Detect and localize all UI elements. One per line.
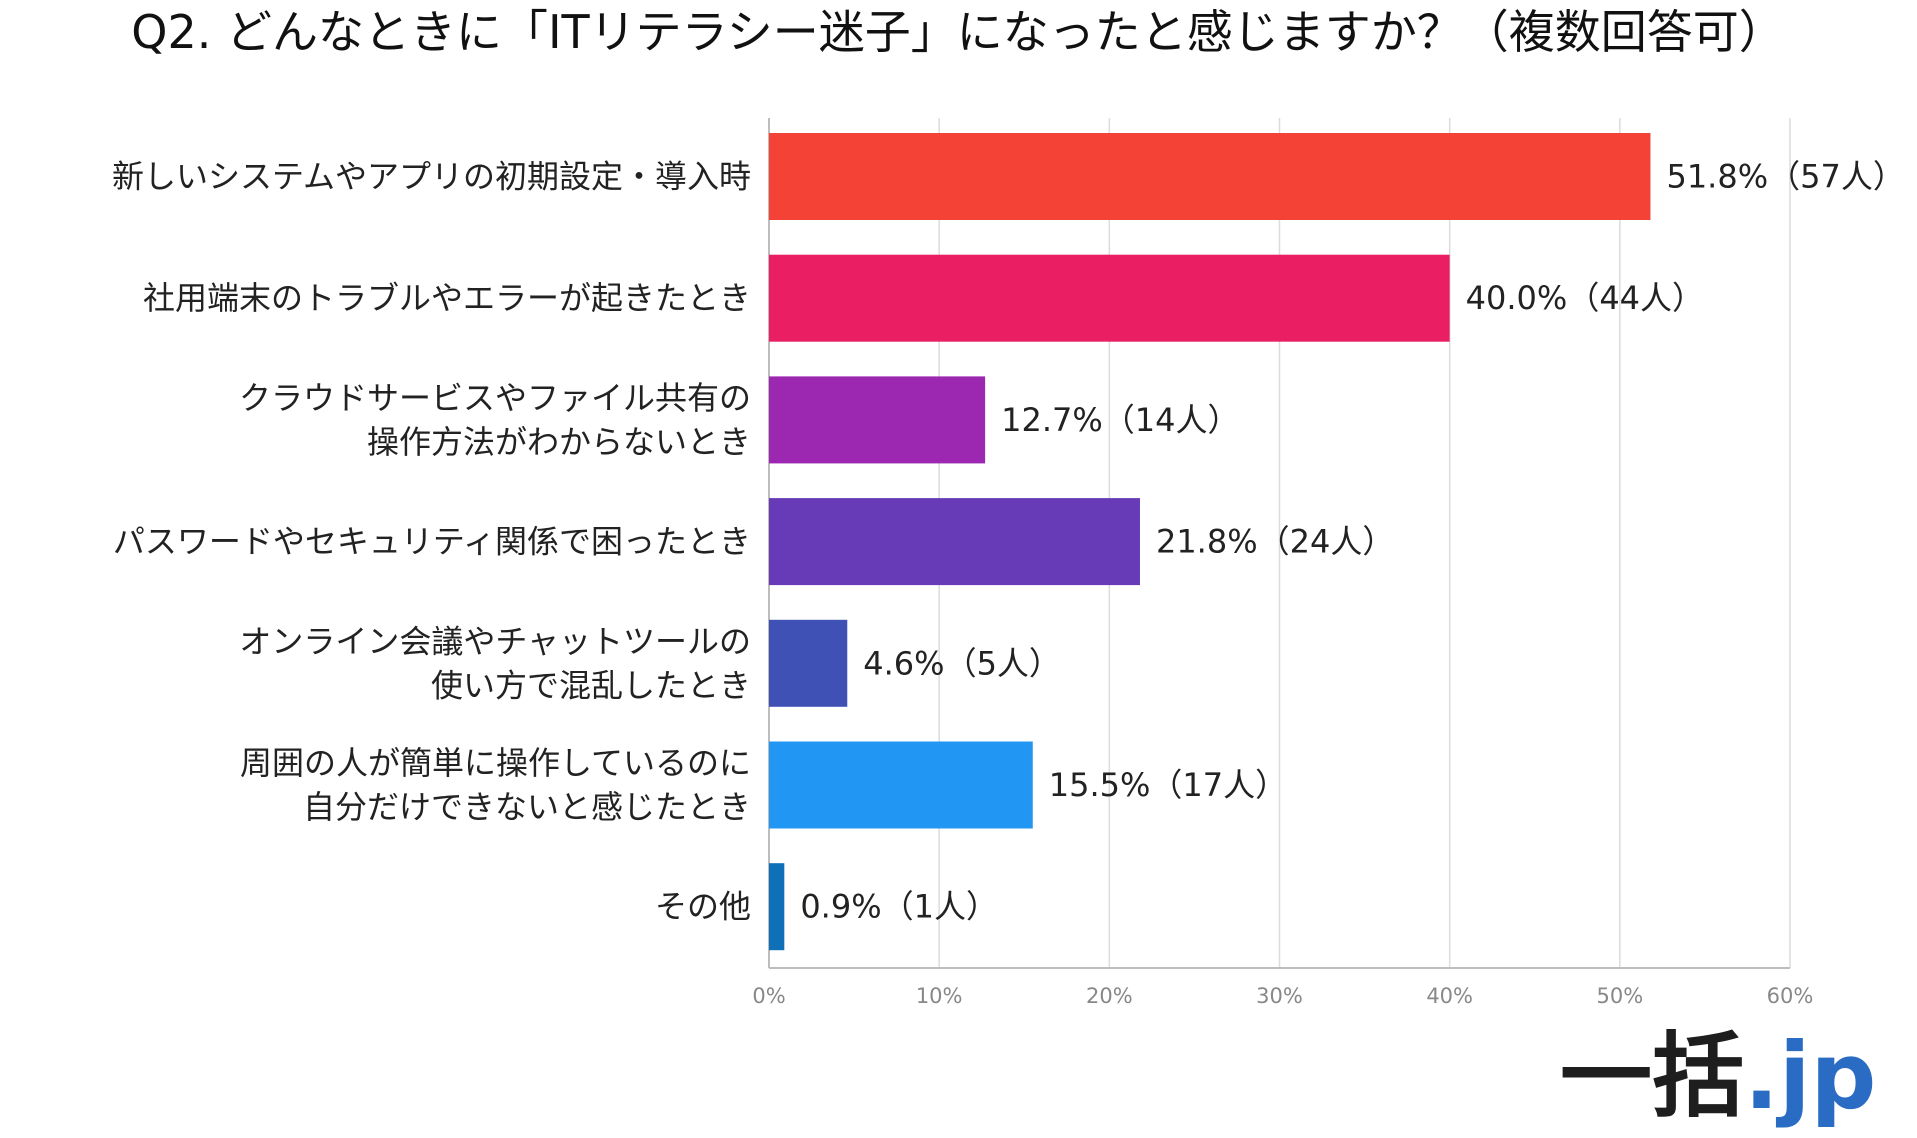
data-label-6: 15.5%（17人） <box>1049 766 1287 804</box>
bar-1 <box>769 133 1651 220</box>
bar-4 <box>769 498 1140 586</box>
bar-7 <box>769 863 785 951</box>
category-label-2: 社用端末のトラブルやエラーが起きたとき <box>143 279 751 317</box>
x-tick-label-10: 10% <box>916 984 963 1008</box>
logo-main-text: 一括 <box>1560 1023 1744 1130</box>
x-tick-label-40: 40% <box>1426 984 1473 1008</box>
category-label-4: パスワードやセキュリティ関係で困ったとき <box>113 523 751 561</box>
data-labels: 51.8%（57人） 40.0%（44人） 12.7%（14人） 21.8%（24人）… <box>800 158 1905 926</box>
bars <box>769 133 1651 951</box>
data-label-2: 40.0%（44人） <box>1466 279 1704 317</box>
category-label-5-line-2: 使い方で混乱したとき <box>431 666 751 704</box>
bar-3 <box>769 376 986 464</box>
data-label-4: 21.8%（24人） <box>1156 523 1394 561</box>
bar-2 <box>769 254 1450 342</box>
category-label-5-line-1: オンライン会議やチャットツールの <box>239 622 751 660</box>
x-tick-label-30: 30% <box>1256 984 1303 1008</box>
data-label-5: 4.6%（5人） <box>863 644 1061 682</box>
category-label-3-line-2: 操作方法がわからないとき <box>367 423 751 461</box>
site-logo: 一括.jp <box>1560 1023 1876 1130</box>
logo-text: 一括.jp <box>1560 1023 1876 1130</box>
category-label-7: その他 <box>655 888 751 926</box>
x-tick-label-60: 60% <box>1767 984 1814 1008</box>
bar-6 <box>769 741 1033 829</box>
category-label-6-line-2: 自分だけできないと感じたとき <box>303 788 751 826</box>
x-axis-ticks: 0% 10% 20% 30% 40% 50% 60% <box>752 984 1813 1008</box>
category-labels: 新しいシステムやアプリの初期設定・導入時社用端末のトラブルやエラーが起きたときク… <box>112 158 751 926</box>
data-label-7: 0.9%（1人） <box>800 888 998 926</box>
logo-accent-text: .jp <box>1744 1023 1876 1130</box>
category-label-3-line-1: クラウドサービスやファイル共有の <box>239 379 751 417</box>
data-label-3: 12.7%（14人） <box>1001 401 1239 439</box>
chart-title: Q2. どんなときに「ITリテラシー迷子」になったと感じますか？（複数回答可） <box>131 5 1784 59</box>
bar-5 <box>769 619 848 707</box>
category-label-1: 新しいシステムやアプリの初期設定・導入時 <box>112 158 751 196</box>
x-tick-label-50: 50% <box>1596 984 1643 1008</box>
x-tick-label-20: 20% <box>1086 984 1133 1008</box>
category-label-6-line-1: 周囲の人が簡単に操作しているのに <box>240 744 751 782</box>
x-tick-label-0: 0% <box>752 984 785 1008</box>
data-label-1: 51.8%（57人） <box>1666 158 1904 196</box>
